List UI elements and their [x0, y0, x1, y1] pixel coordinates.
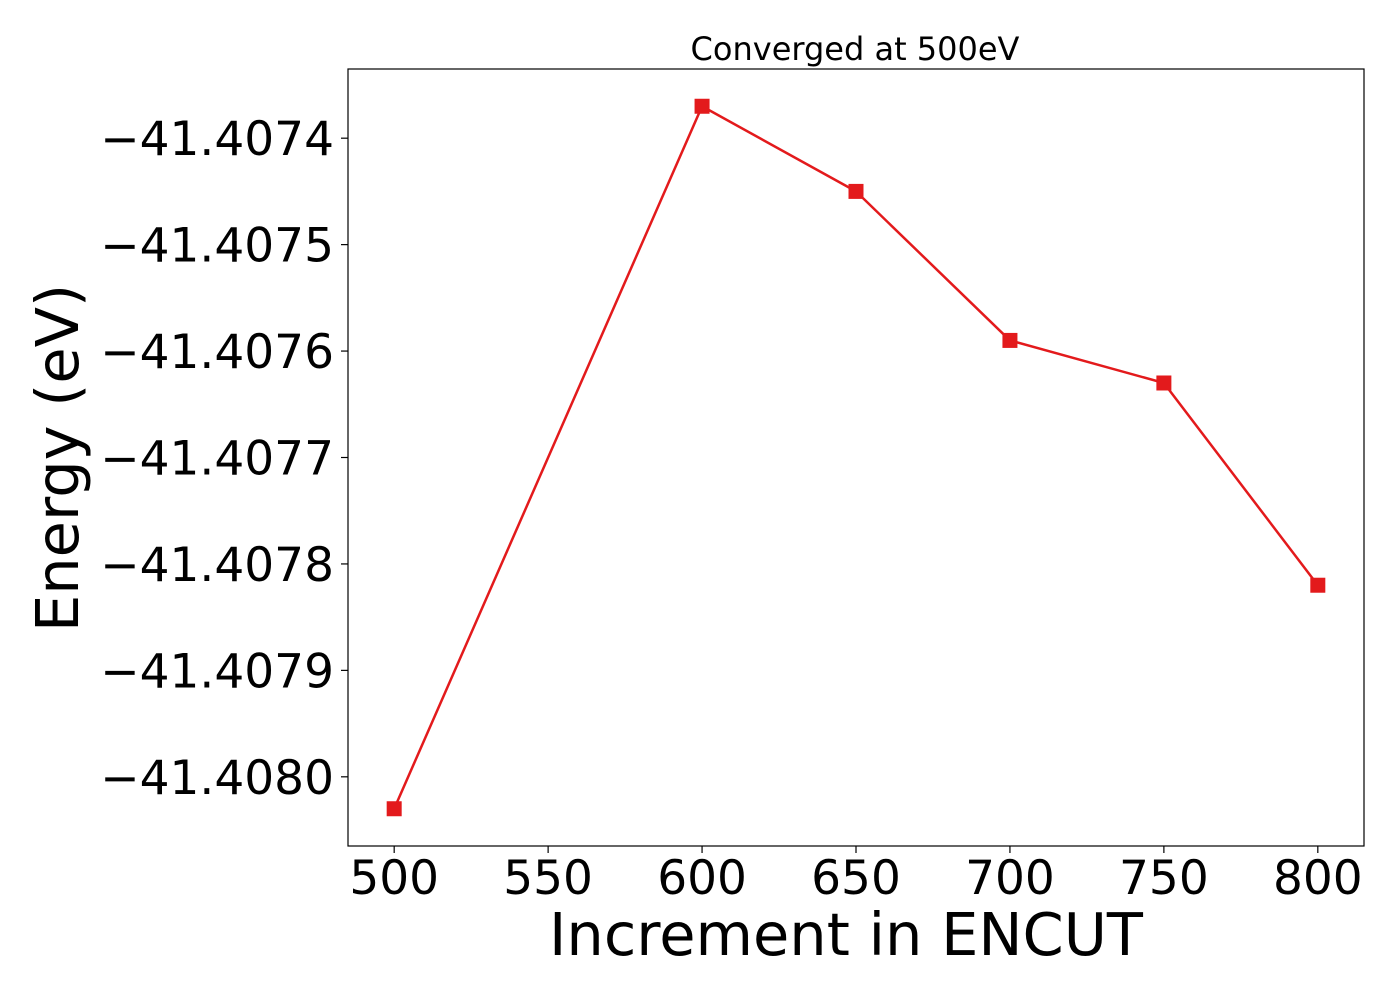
data-point: [848, 183, 864, 199]
y-tick-label: −41.4074: [100, 112, 334, 167]
x-tick-label: 550: [503, 851, 593, 906]
y-tick-label: −41.4077: [100, 432, 334, 487]
x-tick-label: 750: [1119, 851, 1209, 906]
x-tick-label: 600: [657, 851, 747, 906]
x-tick-label: 700: [965, 851, 1055, 906]
y-tick-label: −41.4079: [100, 644, 334, 699]
y-tick-label: −41.4075: [100, 219, 334, 274]
y-tick-label: −41.4078: [100, 538, 334, 593]
data-point: [1156, 375, 1172, 391]
x-tick-label: 650: [811, 851, 901, 906]
series-line: [393, 105, 1319, 810]
y-axis-label: Energy (eV): [23, 284, 92, 632]
data-point: [1002, 332, 1018, 348]
x-axis-label: Increment in ENCUT: [549, 900, 1144, 969]
data-point: [386, 801, 402, 817]
chart-title: Converged at 500eV: [691, 30, 1020, 68]
data-point: [1310, 577, 1326, 593]
y-tick-label: −41.4080: [100, 751, 334, 806]
data-point: [694, 98, 710, 114]
x-tick-label: 500: [349, 851, 439, 906]
plot-area: 500 550 600 650 700 750 800 −41.4074 −41.4075 −41…: [100, 68, 1365, 906]
x-tick-label: 800: [1273, 851, 1363, 906]
y-tick-label: −41.4076: [100, 325, 334, 380]
